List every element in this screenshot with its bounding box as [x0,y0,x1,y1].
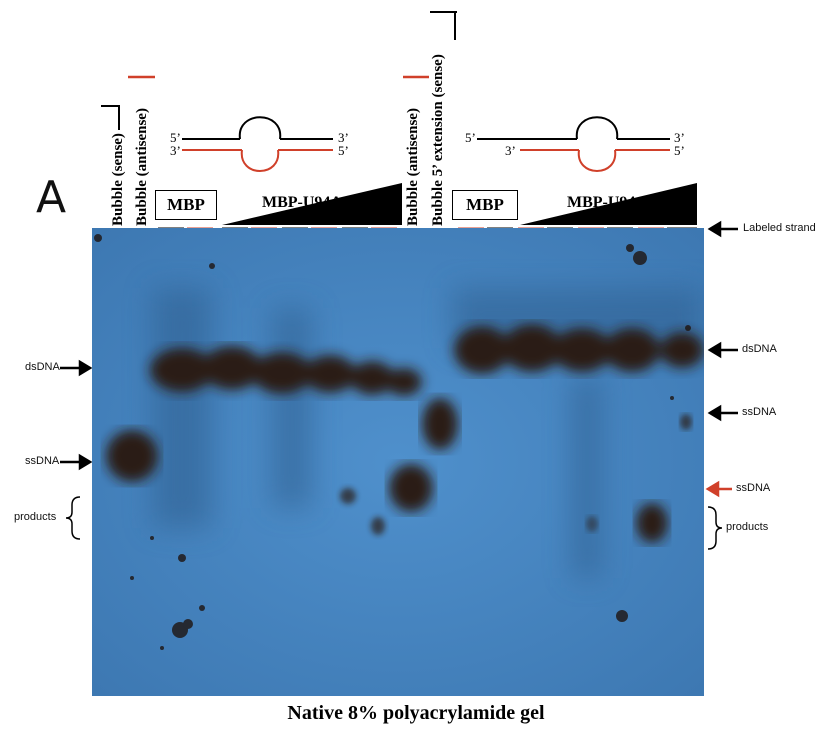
right-arrow-labeled-strand [707,220,738,238]
schematic2-bot-right: 5’ [674,143,685,158]
schematic1-top-left: 5’ [170,130,181,145]
right-label-products: products [726,521,769,533]
left-label-products: products [14,511,57,523]
schematic1-bot-left: 3’ [170,143,181,158]
band-product-1 [340,488,356,504]
figure-caption: Native 8% polyacrylamide gel [287,702,545,724]
right-arrow-ssdna-black [707,404,738,422]
right-label-ssdna-black: ssDNA [742,406,777,418]
schematic2-top-left: 5’ [465,130,476,145]
left-arrow-ssdna [60,453,93,471]
mbp-box-2: MBP [452,190,518,220]
panel-letter: A [36,172,67,223]
titration-label-2: MBP-U94A [567,194,647,211]
band-products-right [636,503,668,543]
band-product-2 [371,517,385,535]
schematic1-top-right: 3’ [338,130,349,145]
left-arrow-dsdna [60,359,93,377]
right-label-labeled-strand: Labeled strand [743,222,816,234]
band-ssdna-extension [422,398,458,450]
band-ssdna-lane1 [106,430,158,482]
band-dsdna-group2 [454,324,704,374]
bubble-schematic-2 [477,116,670,172]
schematic1-bot-right: 5’ [338,143,349,158]
right-products-brace [707,506,723,550]
bubble-schematic-1 [182,116,333,172]
titration-triangle-1 [222,183,402,225]
titration-triangle-2 [520,183,697,225]
right-label-dsdna: dsDNA [742,343,777,355]
left-products-brace [65,496,81,540]
left-label-dsdna: dsDNA [25,361,60,373]
schematic2-top-right: 3’ [674,130,685,145]
right-arrow-ssdna-red [705,480,732,498]
gel-bands [92,228,704,696]
band-ssdna-antisense [389,464,433,512]
left-label-ssdna: ssDNA [25,455,60,467]
gel-image [92,228,704,696]
schematic2-bot-left: 3’ [505,143,516,158]
band-dsdna-group1 [150,346,422,396]
gel-speckles [94,234,691,650]
band-ssdna-right [680,414,692,430]
right-arrow-dsdna [707,341,738,359]
right-label-ssdna-red: ssDNA [736,482,771,494]
mbp-box-1: MBP [155,190,217,220]
titration-label-1: MBP-U94A [262,194,342,211]
